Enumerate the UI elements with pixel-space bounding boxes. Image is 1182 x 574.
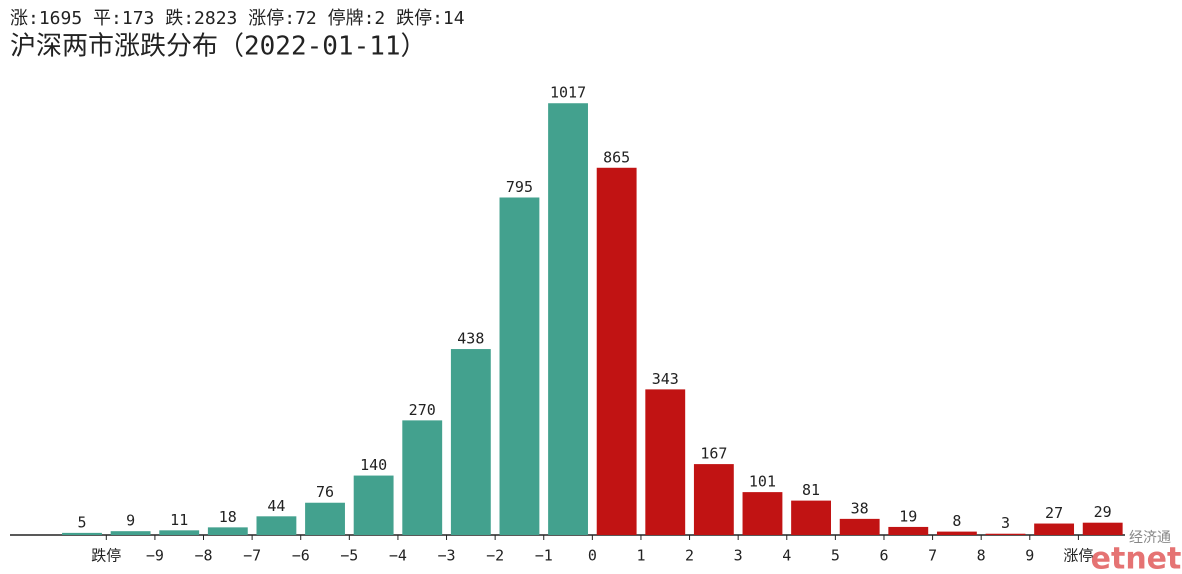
bar — [791, 500, 831, 535]
value-label: 11 — [170, 511, 188, 529]
x-tick-label: −3 — [438, 547, 456, 565]
bar — [62, 532, 102, 535]
value-label: 865 — [603, 148, 630, 166]
value-label: 27 — [1045, 504, 1063, 522]
value-label: 8 — [952, 512, 961, 530]
x-tick-label: 6 — [879, 547, 888, 565]
bar — [742, 492, 783, 535]
bar — [256, 516, 297, 535]
bar — [305, 502, 345, 535]
x-tick-label: 4 — [782, 547, 791, 565]
x-tick-label: 9 — [1025, 547, 1034, 565]
bar — [596, 167, 637, 535]
x-tick-label: −4 — [389, 547, 407, 565]
bar — [110, 531, 151, 535]
x-tick-label: −2 — [486, 547, 504, 565]
x-tick-label: −9 — [146, 547, 164, 565]
x-tick-label: 1 — [636, 547, 645, 565]
x-tick-label: −7 — [243, 547, 261, 565]
x-tick-label: 2 — [685, 547, 694, 565]
value-label: 343 — [652, 370, 679, 388]
x-tick-label: 8 — [977, 547, 986, 565]
watermark: etnet — [1091, 542, 1182, 574]
value-label: 29 — [1094, 503, 1112, 521]
bar — [159, 530, 200, 535]
chart-subtitle: 涨:1695 平:173 跌:2823 涨停:72 停牌:2 跌停:14 — [10, 8, 465, 29]
value-label: 5 — [77, 513, 86, 531]
value-label: 270 — [409, 401, 436, 419]
bar — [888, 526, 929, 535]
value-label: 81 — [802, 481, 820, 499]
value-label: 9 — [126, 512, 135, 530]
bar — [839, 518, 880, 535]
bar — [936, 531, 977, 535]
watermark: 经济通 — [1129, 530, 1171, 546]
value-label: 101 — [749, 473, 776, 491]
bar — [402, 420, 443, 535]
bar — [693, 464, 734, 535]
value-label: 76 — [316, 483, 334, 501]
bar — [207, 527, 248, 535]
x-tick-label: −8 — [194, 547, 212, 565]
bar — [1034, 523, 1075, 535]
value-label: 1017 — [550, 84, 586, 102]
value-label: 38 — [851, 499, 869, 517]
x-tick-label: 跌停 — [91, 547, 121, 565]
chart-title: 沪深两市涨跌分布（2022-01-11） — [10, 32, 427, 62]
value-label: 167 — [700, 445, 727, 463]
bar — [450, 349, 491, 535]
bar — [645, 389, 686, 535]
x-tick-label: 7 — [928, 547, 937, 565]
value-label: 3 — [1001, 514, 1010, 532]
value-label: 140 — [360, 456, 387, 474]
x-tick-label: −6 — [292, 547, 310, 565]
x-tick-label: 3 — [734, 547, 743, 565]
x-tick-label: −5 — [340, 547, 358, 565]
value-label: 18 — [219, 508, 237, 526]
bar — [499, 197, 540, 535]
x-tick-label: 涨停 — [1063, 547, 1093, 565]
value-label: 795 — [506, 178, 533, 196]
bar — [548, 103, 588, 535]
value-label: 438 — [457, 330, 484, 348]
bar — [985, 533, 1026, 535]
bar — [353, 475, 394, 535]
x-tick-label: 0 — [588, 547, 597, 565]
x-tick-label: 5 — [831, 547, 840, 565]
value-label: 19 — [899, 507, 917, 525]
bar — [1082, 522, 1123, 535]
x-tick-label: −1 — [535, 547, 553, 565]
value-label: 44 — [267, 497, 285, 515]
